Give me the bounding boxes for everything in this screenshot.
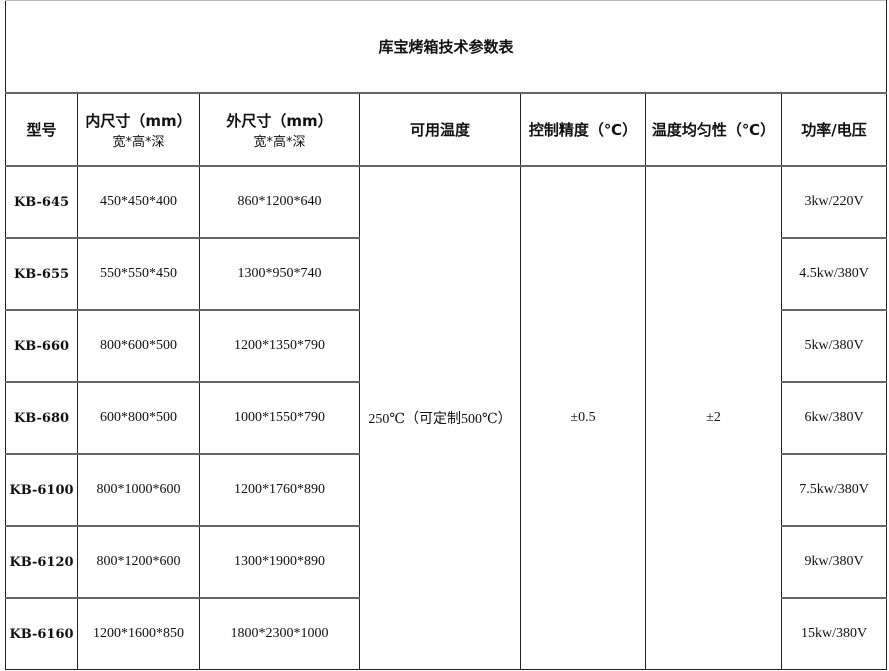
header-inner-sub: 宽*高*深 — [112, 134, 165, 150]
header-inner: 内尺寸（mm） 宽*高*深 — [77, 92, 200, 167]
cell-inner: 800*1000*600 — [77, 453, 200, 527]
cell-precision: ±0.5 — [520, 165, 646, 670]
cell-inner: 600*800*500 — [77, 381, 200, 455]
header-power: 功率/电压 — [780, 92, 888, 167]
cell-model: KB-6120 — [5, 525, 78, 599]
cell-inner: 800*1200*600 — [77, 525, 200, 599]
table-row: KB-6120 800*1200*600 1300*1900*890 9kw/38… — [5, 525, 888, 599]
cell-outer: 1800*2300*1000 — [199, 597, 360, 670]
table-row: KB-6100 800*1000*600 1200*1760*890 7.5kw/… — [5, 453, 888, 527]
header-precision: 控制精度（℃） — [520, 92, 646, 167]
header-inner-label: 内尺寸（mm） — [85, 111, 192, 130]
cell-model: KB-655 — [5, 237, 78, 311]
header-outer-sub: 宽*高*深 — [253, 134, 306, 150]
cell-inner: 800*600*500 — [77, 309, 200, 383]
cell-model: KB-660 — [5, 309, 78, 383]
table-row: KB-680 600*800*500 1000*1550*790 6kw/380V — [5, 381, 888, 455]
table-row: KB-645 450*450*400 860*1200*640 250℃（可定制5… — [5, 165, 888, 670]
header-model: 型号 — [5, 92, 78, 167]
table-title: 库宝烤箱技术参数表 — [4, 0, 888, 94]
cell-power: 15kw/380V — [780, 597, 888, 670]
cell-power: 5kw/380V — [780, 309, 888, 383]
table-body: KB-645 450*450*400 860*1200*640 250℃（可定制5… — [5, 165, 888, 670]
table-row: KB-6160 1200*1600*850 1800*2300*1000 15kw… — [5, 597, 888, 670]
cell-power: 7.5kw/380V — [780, 453, 888, 527]
cell-outer: 1200*1760*890 — [199, 453, 360, 527]
cell-inner: 550*550*450 — [77, 237, 200, 311]
table-row: KB-655 550*550*450 1300*950*740 4.5kw/380… — [5, 237, 888, 311]
cell-outer: 1000*1550*790 — [199, 381, 360, 455]
cell-power: 3kw/220V — [780, 165, 888, 239]
cell-outer: 1200*1350*790 — [199, 309, 360, 383]
title-row: 库宝烤箱技术参数表 — [4, 0, 888, 94]
table-row: KB-660 800*600*500 1200*1350*790 5kw/380V — [5, 309, 888, 383]
cell-uniformity: ±2 — [645, 165, 782, 670]
header-outer-label: 外尺寸（mm） — [226, 111, 333, 130]
header-temp: 可用温度 — [359, 92, 521, 167]
cell-inner: 450*450*400 — [77, 165, 200, 239]
header-outer: 外尺寸（mm） 宽*高*深 — [199, 92, 360, 167]
header-uniformity: 温度均匀性（℃） — [645, 92, 782, 167]
cell-model: KB-6160 — [5, 597, 78, 670]
cell-outer: 1300*1900*890 — [199, 525, 360, 599]
cell-inner: 1200*1600*850 — [77, 597, 200, 670]
header-row: 型号 内尺寸（mm） 宽*高*深 外尺寸（mm） 宽*高*深 可用温度 控制精度（℃… — [5, 92, 888, 167]
cell-model: KB-680 — [5, 381, 78, 455]
spec-table: 库宝烤箱技术参数表 型号 内尺寸（mm） 宽*高*深 外尺寸（mm） 宽*高*深 可… — [4, 0, 888, 670]
cell-model: KB-6100 — [5, 453, 78, 527]
cell-power: 6kw/380V — [780, 381, 888, 455]
cell-outer: 860*1200*640 — [199, 165, 360, 239]
cell-model: KB-645 — [5, 165, 78, 239]
cell-power: 4.5kw/380V — [780, 237, 888, 311]
cell-power: 9kw/380V — [780, 525, 888, 599]
cell-temp: 250℃（可定制500℃） — [359, 165, 521, 670]
cell-outer: 1300*950*740 — [199, 237, 360, 311]
